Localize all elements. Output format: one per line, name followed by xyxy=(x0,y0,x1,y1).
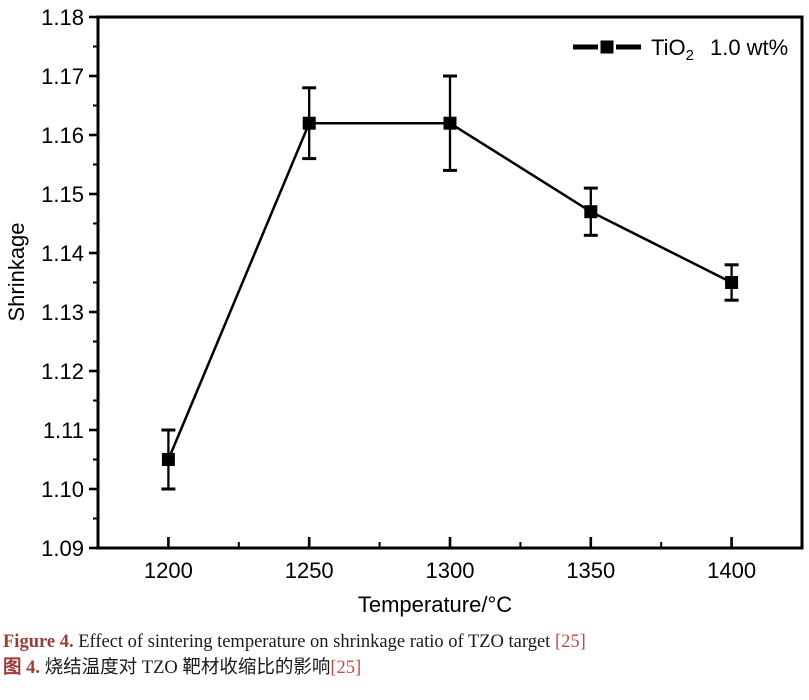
figure-caption: Figure 4. Effect of sintering temperatur… xyxy=(3,629,803,681)
y-tick-label: 1.12 xyxy=(41,359,84,384)
y-tick-label: 1.17 xyxy=(41,64,84,89)
figure-label-zh: 图 4. xyxy=(3,658,41,678)
caption-chinese: 图 4. 烧结温度对 TZO 靶材收缩比的影响[25] xyxy=(3,655,803,681)
caption-english: Figure 4. Effect of sintering temperatur… xyxy=(3,629,803,655)
x-tick-label: 1200 xyxy=(144,558,193,583)
x-tick-label: 1350 xyxy=(566,558,615,583)
data-point-marker xyxy=(584,205,598,219)
figure-label-en: Figure 4. xyxy=(3,632,74,652)
y-tick-label: 1.09 xyxy=(41,536,84,561)
y-tick-label: 1.13 xyxy=(41,300,84,325)
citation-link-zh[interactable]: [25] xyxy=(330,658,362,678)
legend-label: TiO2 1.0 wt% xyxy=(651,35,788,64)
x-tick-label: 1400 xyxy=(707,558,756,583)
data-point-marker xyxy=(725,276,739,289)
x-tick-label: 1300 xyxy=(426,558,475,583)
x-tick-label: 1250 xyxy=(285,558,334,583)
data-point-marker xyxy=(443,116,457,130)
series-line xyxy=(167,121,733,460)
y-tick-label: 1.11 xyxy=(43,418,84,443)
y-tick-label: 1.18 xyxy=(41,5,84,30)
y-tick-label: 1.16 xyxy=(41,123,84,148)
data-point-marker xyxy=(161,453,175,466)
caption-text-zh: 烧结温度对 TZO 靶材收缩比的影响 xyxy=(44,658,331,678)
shrinkage-chart: 1.09 1.10 1.11 1.12 1.13 1.14 1.15 1.16 1.17 1.18… xyxy=(4,5,804,617)
plot-border xyxy=(96,15,804,550)
y-tick-label: 1.15 xyxy=(41,182,84,207)
legend-marker xyxy=(600,40,614,54)
data-point-marker xyxy=(302,116,316,130)
chart-canvas: 1.09 1.10 1.11 1.12 1.13 1.14 1.15 1.16 1.17 1.18… xyxy=(4,5,804,617)
x-axis-title: Temperature/°C xyxy=(358,592,512,617)
caption-text-en: Effect of sintering temperature on shrin… xyxy=(78,632,551,652)
citation-link-en[interactable]: [25] xyxy=(554,632,586,652)
y-tick-label: 1.10 xyxy=(41,477,84,502)
y-tick-label: 1.14 xyxy=(41,241,84,266)
y-axis-title: Shrinkage xyxy=(4,222,29,321)
